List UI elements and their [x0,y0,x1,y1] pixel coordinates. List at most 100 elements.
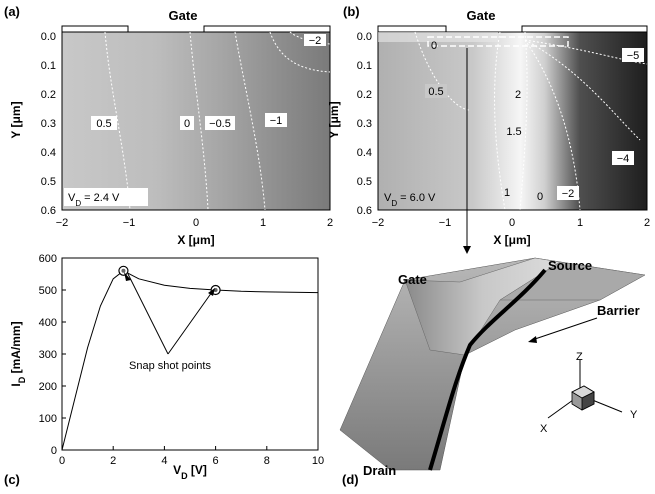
svg-text:0.4: 0.4 [41,147,56,159]
arrow-head-icon [463,246,471,254]
panel-d: Gate Source Barrier Drain (d) Z X Y [339,257,646,487]
panel-c-series-line [61,270,319,451]
svg-text:0.3: 0.3 [357,118,372,130]
svg-text:0.2: 0.2 [357,89,372,101]
svg-text:0.6: 0.6 [357,205,372,217]
panel-c-annotation-arrows [127,273,213,355]
svg-text:2: 2 [644,217,650,229]
contour-label: 1.5 [506,126,521,138]
panel-c-x-ticks: 0 2 4 6 8 10 [59,446,324,467]
axis-z-label: Z [576,351,583,363]
svg-text:1: 1 [260,217,266,229]
panel-b-heatmap [377,31,648,211]
vd-box [64,188,148,206]
contour-box [622,48,644,62]
x-tick-label: 6 [213,455,219,467]
panel-d-barrier-pointer [531,317,598,341]
panel-b-vd-label: VD = 6.0 V [384,192,436,208]
svg-text:0.1: 0.1 [41,60,56,72]
contour-box [205,116,235,130]
panel-b-xlabel: X [μm] [493,233,530,247]
svg-text:0.1: 0.1 [357,60,372,72]
panel-b-gate-outline [377,25,648,33]
contour-box [557,186,579,200]
y-tick-label: 300 [39,349,57,361]
panel-c-y-ticks: 0 100 200 300 400 500 600 [39,253,66,457]
contour-box [304,34,326,46]
contour-label: −1 [270,115,283,127]
svg-text:0.6: 0.6 [41,205,56,217]
panel-a-label: (a) [4,4,20,19]
panel-a-ylabel: Y [μm] [9,101,23,138]
panel-a-vd-label: VD = 2.4 V [68,192,120,208]
x-tick-label: 8 [264,455,270,467]
svg-text:0: 0 [193,217,199,229]
panel-b-gate-label: Gate [467,8,496,23]
contour-label: 0 [537,191,543,203]
svg-text:−1: −1 [439,217,452,229]
svg-text:0.4: 0.4 [357,147,372,159]
axes-cube-icon [547,360,623,419]
contour-label: −2 [309,35,322,47]
contour-label: 0.5 [428,86,443,98]
panel-a-xlabel: X [μm] [177,233,214,247]
svg-text:0.0: 0.0 [357,31,372,43]
svg-text:−2: −2 [56,217,69,229]
panel-d-gate-label: Gate [398,272,427,287]
svg-text:0: 0 [509,217,515,229]
panel-d-channel-line [428,268,547,471]
arrow-head-icon [124,272,131,281]
panel-c-plot-area [61,257,319,451]
arrow-head-icon [528,336,537,343]
contour-label: −0.5 [209,118,231,130]
y-tick-label: 400 [39,317,57,329]
panel-b-label: (b) [343,4,360,19]
contour-label: 1 [504,187,510,199]
svg-text:0.3: 0.3 [41,118,56,130]
panel-b: (b) Gate 0 0.5 2 1.5 1 0 −2 −4 −5 VD = 6… [327,4,650,254]
contour-label: −4 [617,153,630,165]
x-tick-label: 10 [312,455,324,467]
panel-c-ylabel: ID [mA/mm] [9,321,27,386]
snap-point-center [121,268,126,273]
panel-b-ylabel: Y [μm] [327,101,341,138]
panel-b-snapshot-region [427,36,569,47]
panel-d-source-label: Source [548,258,592,273]
panel-b-y-ticks: 0.0 0.1 0.2 0.3 0.4 0.5 0.6 [357,31,372,217]
contour-label: −5 [627,50,640,62]
panel-a-gate-outline [61,25,331,33]
contour-box [425,84,447,98]
svg-text:−2: −2 [372,217,385,229]
y-tick-label: 100 [39,413,57,425]
panel-d-label: (d) [342,472,359,487]
y-tick-label: 600 [39,253,57,265]
panel-d-barrier-label: Barrier [597,303,640,318]
panel-a: (a) Gate 0.5 0 −0.5 −1 −2 VD = 2.4 V 0.0… [4,4,333,247]
panel-c: 0 100 200 300 400 500 600 0 2 4 6 8 10 Snap shot po… [4,253,324,487]
y-tick-label: 0 [51,445,57,457]
x-tick-label: 2 [110,455,116,467]
x-tick-label: 0 [59,455,65,467]
svg-text:0.5: 0.5 [41,176,56,188]
axis-x-label: X [540,423,548,435]
panel-d-drain-label: Drain [363,463,396,478]
svg-text:0.2: 0.2 [41,89,56,101]
panel-a-y-ticks: 0.0 0.1 0.2 0.3 0.4 0.5 0.6 [41,31,56,217]
svg-text:1: 1 [577,217,583,229]
axis-y-label: Y [630,409,638,421]
svg-text:0.0: 0.0 [41,31,56,43]
contour-box [180,116,194,130]
svg-text:2: 2 [327,217,333,229]
svg-text:0.5: 0.5 [357,176,372,188]
contour-box [612,151,634,165]
svg-text:−1: −1 [123,217,136,229]
panel-a-gate-label: Gate [169,8,198,23]
panel-c-xlabel: VD [V] [173,463,207,481]
panel-c-annotation: Snap shot points [129,360,211,372]
contour-label: 0.5 [96,118,111,130]
panel-b-contour-lines [414,31,648,211]
y-tick-label: 500 [39,285,57,297]
contour-box [91,116,117,130]
contour-label: 2 [515,89,521,101]
